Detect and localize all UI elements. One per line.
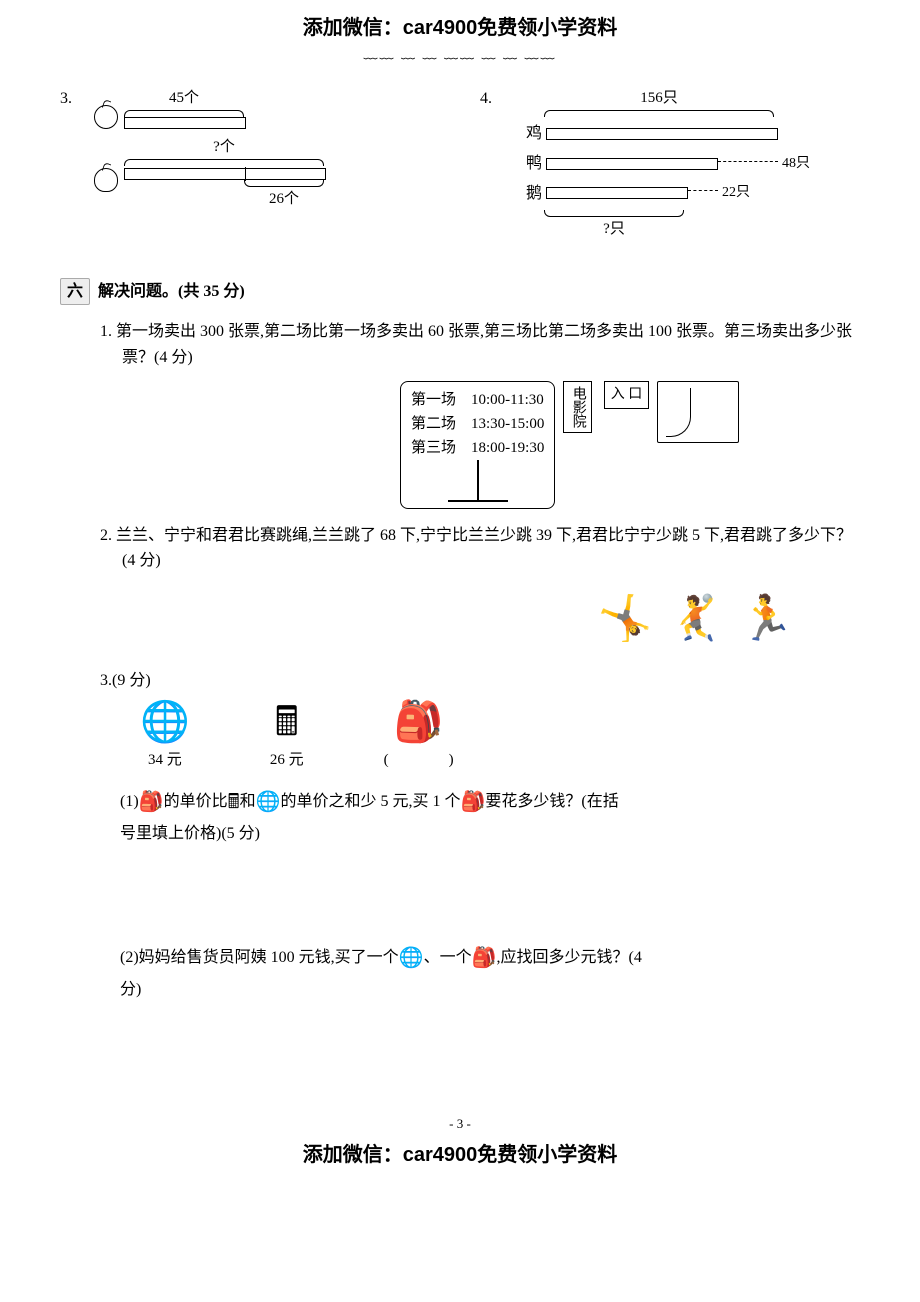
- bag-price-blank: ( ): [384, 748, 454, 772]
- diagram-4-duck-label: 鸭: [514, 151, 542, 177]
- diagram-4-chicken-label: 鸡: [514, 121, 542, 147]
- inline-bag-icon-2: 🎒: [461, 792, 486, 812]
- section-6-number: 六: [60, 278, 90, 306]
- cinema-row-3: 第三场 18:00-19:30: [411, 436, 544, 460]
- globe-price: 34 元: [140, 748, 190, 772]
- board-stand: [477, 460, 479, 500]
- cinema-entrance-block: 入 口: [604, 381, 740, 443]
- answer-space-2: [60, 1014, 860, 1084]
- entrance-sign: 入 口: [604, 381, 650, 409]
- diagram-4-chicken-value: 156只: [640, 90, 678, 106]
- page: 添加微信：car4900免费领小学资料 ﹏﹏ ﹏ ﹏ ﹏﹏ ﹏ ﹏ ﹏﹏ 3. …: [0, 0, 920, 1302]
- question-3: 3. (9 分): [100, 668, 860, 694]
- question-3-points: (9 分): [134, 668, 155, 694]
- inline-bag-icon-1: 🎒: [139, 792, 164, 812]
- question-3-sub2: (2)妈妈给售货员阿姨 100 元钱,买了一个🌐、一个🎒,应找回多少元钱？(4分…: [120, 942, 860, 1006]
- footer-watermark: 添加微信：car4900免费领小学资料: [60, 1139, 860, 1171]
- inline-bag-icon-3: 🎒: [472, 948, 497, 968]
- question-1-text: 第一场卖出 300 张票,第二场比第一场多卖出 60 张票,第三场比第二场多卖出…: [116, 323, 852, 366]
- cinema-row-2: 第二场 13:30-15:00: [411, 412, 544, 436]
- globe-icon: 🌐: [140, 702, 190, 742]
- question-3-sub1: (1)🎒的单价比🖩和🌐的单价之和少 5 元,买 1 个🎒要花多少钱？(在括号里填…: [120, 786, 860, 850]
- calculator-icon: 🖩: [270, 702, 304, 742]
- diagram-4-goose-value: 22只: [722, 182, 750, 204]
- diagram-4-duck-value: 48只: [782, 153, 810, 175]
- item-calculator: 🖩 26 元: [270, 702, 304, 772]
- diagram-3-extra: 26个: [269, 191, 299, 207]
- question-2: 2. 兰兰、宁宁和君君比赛跳绳,兰兰跳了 68 下,宁宁比兰兰少跳 39 下,君…: [100, 523, 860, 574]
- diagram-3: 3. 45个 ?个: [60, 86, 440, 241]
- item-bag: 🎒 ( ): [384, 702, 454, 772]
- kids-graphic: 🤸 🤾 🏃: [60, 584, 800, 654]
- cinema-label: 电影院: [563, 381, 591, 433]
- diagram-3-top-value: 45个: [169, 90, 199, 106]
- inline-globe-icon-2: 🌐: [399, 948, 424, 968]
- bag-icon: 🎒: [384, 702, 454, 742]
- diagram-row: 3. 45个 ?个: [60, 86, 860, 241]
- diagram-3-unknown: ?个: [213, 139, 235, 155]
- diagram-4-goose-label: 鹅: [514, 181, 542, 207]
- diagram-4-number: 4.: [480, 86, 510, 112]
- kid-1-icon: 🤸: [598, 584, 653, 654]
- inline-globe-icon-1: 🌐: [256, 792, 281, 812]
- inline-calculator-icon: 🖩: [228, 792, 240, 812]
- item-globe: 🌐 34 元: [140, 702, 190, 772]
- kid-3-icon: 🏃: [739, 584, 794, 654]
- diagram-4-unknown: ?只: [603, 221, 625, 237]
- question-2-number: 2.: [100, 527, 112, 544]
- question-1: 1. 第一场卖出 300 张票,第二场比第一场多卖出 60 张票,第三场比第二场…: [100, 319, 860, 370]
- calculator-price: 26 元: [270, 748, 304, 772]
- diagram-4: 4. 156只 鸡 鸭 48只 鹅: [480, 86, 860, 241]
- diagram-3-number: 3.: [60, 86, 90, 112]
- page-number: - 3 -: [60, 1114, 860, 1135]
- section-6-title: 解决问题。(共 35 分): [98, 279, 245, 305]
- curtain-icon: [657, 381, 739, 443]
- question-2-text: 兰兰、宁宁和君君比赛跳绳,兰兰跳了 68 下,宁宁比兰兰少跳 39 下,君君比宁…: [116, 527, 852, 570]
- header-watermark: 添加微信：car4900免费领小学资料: [60, 0, 860, 44]
- board-stand-base: [448, 500, 508, 502]
- section-6-heading: 六 解决问题。(共 35 分): [60, 278, 860, 306]
- pear-icon: [94, 168, 118, 192]
- cinema-board: 第一场 10:00-11:30 第二场 13:30-15:00 第三场 18:0…: [400, 381, 555, 509]
- cinema-graphic: 第一场 10:00-11:30 第二场 13:30-15:00 第三场 18:0…: [400, 381, 860, 509]
- cinema-row-1: 第一场 10:00-11:30: [411, 388, 544, 412]
- header-squiggle: ﹏﹏ ﹏ ﹏ ﹏﹏ ﹏ ﹏ ﹏﹏: [60, 44, 860, 66]
- items-row: 🌐 34 元 🖩 26 元 🎒 ( ): [140, 702, 860, 772]
- kid-2-icon: 🤾: [668, 584, 723, 654]
- answer-space-1: [60, 858, 860, 928]
- peach-icon: [94, 105, 118, 129]
- question-1-number: 1.: [100, 323, 112, 340]
